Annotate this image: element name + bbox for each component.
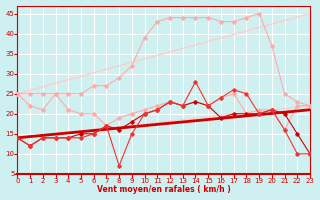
- X-axis label: Vent moyen/en rafales ( km/h ): Vent moyen/en rafales ( km/h ): [97, 185, 230, 194]
